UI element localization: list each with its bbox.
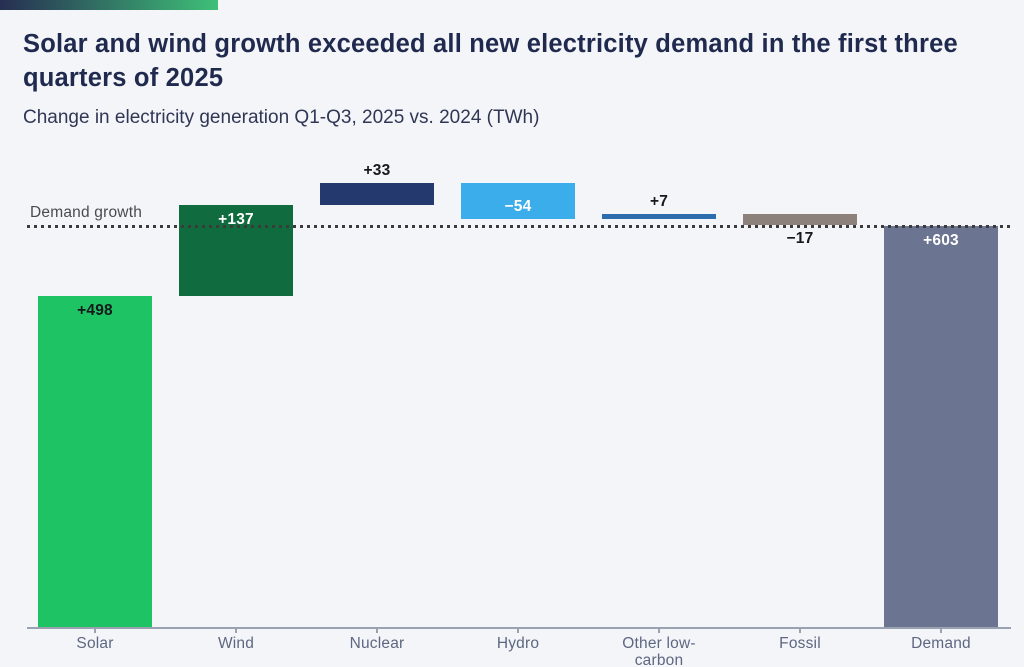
bar-value-nuclear: +33: [363, 161, 391, 179]
x-axis-tick-nuclear: [376, 629, 378, 633]
x-axis-label-solar: Solar: [76, 635, 114, 652]
bar-hydro[interactable]: [461, 182, 575, 219]
x-axis-tick-demand: [940, 629, 942, 633]
x-axis-tick-solar: [94, 629, 96, 633]
x-axis-label-demand: Demand: [911, 635, 971, 652]
x-axis-line: [27, 627, 1011, 629]
x-axis-tick-wind: [235, 629, 237, 633]
x-axis-tick-fossil: [799, 629, 801, 633]
bar-demand[interactable]: [884, 226, 998, 627]
x-axis-tick-hydro: [517, 629, 519, 633]
x-axis-label-nuclear: Nuclear: [349, 635, 405, 652]
bar-value-wind: +137: [218, 210, 254, 228]
bar-value-fossil: −17: [786, 230, 814, 248]
brand-gradient-bar: [0, 0, 218, 10]
x-axis-label-fossil: Fossil: [779, 635, 821, 652]
demand-growth-reference-line: [27, 225, 1011, 228]
bar-nuclear[interactable]: [320, 182, 434, 205]
chart-subtitle: Change in electricity generation Q1-Q3, …: [23, 107, 540, 128]
bar-wind[interactable]: [179, 204, 293, 296]
x-axis-tick-other-low-carbon: [658, 629, 660, 633]
demand-growth-label: Demand growth: [30, 204, 143, 221]
chart-title: Solar and wind growth exceeded all new e…: [23, 30, 958, 92]
x-axis-label-hydro: Hydro: [496, 635, 540, 652]
bar-solar[interactable]: [38, 295, 152, 627]
bar-value-hydro: −54: [504, 197, 532, 215]
bar-value-solar: +498: [77, 301, 113, 319]
bar-value-demand: +603: [923, 232, 959, 249]
bar-value-other-low-carbon: +7: [649, 193, 669, 211]
bar-fossil[interactable]: [743, 214, 857, 226]
x-axis-label-wind: Wind: [217, 635, 255, 652]
bar-other-low-carbon[interactable]: [602, 214, 716, 219]
x-axis-label-other-low-carbon: Other low-carbon: [622, 635, 696, 667]
